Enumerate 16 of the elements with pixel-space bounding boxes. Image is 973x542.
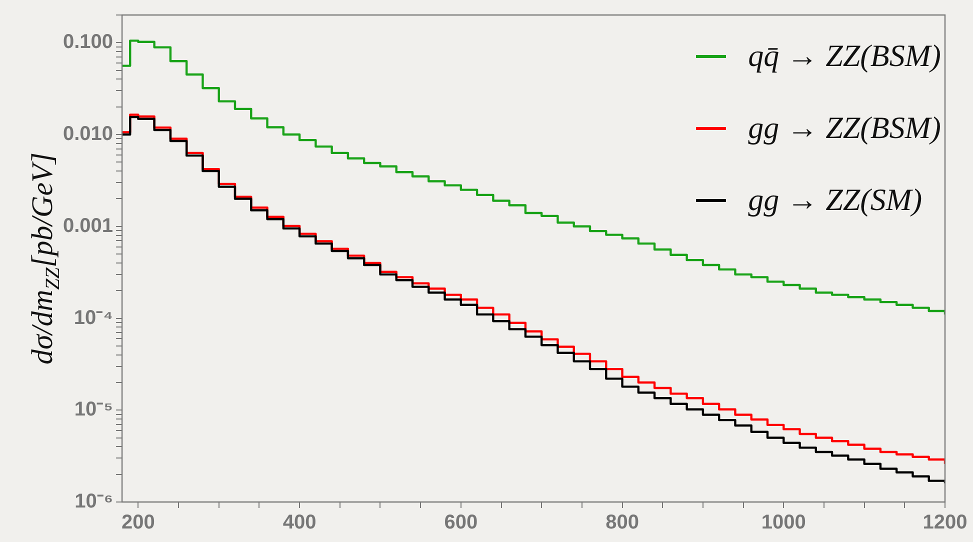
- x-tick-label: 400: [282, 512, 316, 534]
- y-tick-label: 0.010: [62, 123, 114, 146]
- legend-label: gg → ZZ(SM): [748, 182, 922, 218]
- y-tick-label: 0.100: [62, 31, 114, 54]
- y-tick-label: 0.001: [62, 214, 114, 237]
- x-tick-label: 600: [444, 512, 478, 534]
- x-tick-label: 200: [122, 512, 155, 534]
- y-tick-label: 10⁻⁴: [74, 306, 114, 329]
- y-axis-title: dσ/dmZZ[pb/GeV]: [26, 152, 64, 365]
- y-tick-label: 10⁻⁶: [74, 490, 114, 513]
- legend-label: qq̄ → ZZ(BSM): [748, 38, 941, 74]
- y-tick-label: 10⁻⁵: [74, 398, 114, 421]
- x-tick-label: 800: [606, 512, 639, 534]
- legend-label: gg → ZZ(BSM): [748, 110, 941, 146]
- x-tick-label: 1200: [922, 512, 968, 534]
- x-tick-label: 1000: [761, 512, 806, 534]
